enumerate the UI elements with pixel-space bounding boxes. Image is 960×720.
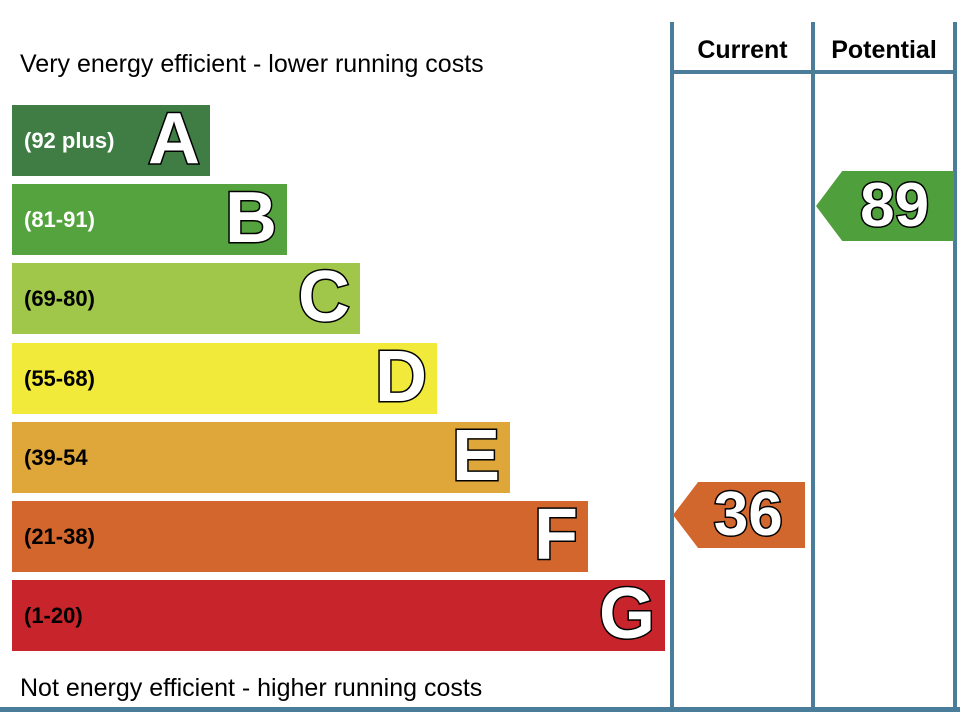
band-f-bar: (21-38) F: [12, 494, 588, 575]
band-f-letter: F: [533, 494, 580, 575]
band-b-letter: B: [224, 177, 279, 258]
band-d-bar: (55-68) D: [12, 336, 437, 417]
band-e-letter: E: [450, 415, 501, 496]
current-column-header: Current: [697, 36, 788, 64]
band-b-bar: (81-91) B: [12, 177, 287, 258]
band-c-bar: (69-80) C: [12, 256, 360, 337]
band-a-range: (92 plus): [24, 127, 115, 153]
caption-very-efficient: Very energy efficient - lower running co…: [20, 50, 484, 78]
band-g-range: (1-20): [24, 602, 83, 628]
table-bottom-border: [0, 707, 960, 712]
band-d-range: (55-68): [24, 365, 95, 391]
current-rating-value: 36: [712, 480, 784, 549]
caption-not-efficient: Not energy efficient - higher running co…: [20, 674, 483, 702]
band-a-bar: (92 plus) A: [12, 98, 210, 179]
table-divider-left: [670, 22, 674, 707]
band-d-letter: D: [374, 336, 429, 417]
band-a-letter: A: [147, 98, 202, 179]
table-header-underline: [670, 70, 957, 74]
band-b-range: (81-91): [24, 206, 95, 232]
current-rating-arrow-icon: 36: [673, 482, 805, 548]
band-c-range: (69-80): [24, 285, 95, 311]
potential-column-header: Potential: [831, 36, 937, 64]
potential-rating-value: 89: [859, 171, 931, 240]
band-g-bar: (1-20) G: [12, 573, 665, 654]
table-divider-right: [953, 22, 957, 707]
potential-rating-arrow-icon: 89: [816, 171, 954, 241]
band-c-letter: C: [297, 256, 352, 337]
band-e-bar: (39-54 E: [12, 415, 510, 496]
band-g-letter: G: [597, 573, 656, 654]
table-divider-middle: [811, 22, 815, 707]
band-e-range: (39-54: [24, 444, 88, 470]
band-f-range: (21-38): [24, 523, 95, 549]
